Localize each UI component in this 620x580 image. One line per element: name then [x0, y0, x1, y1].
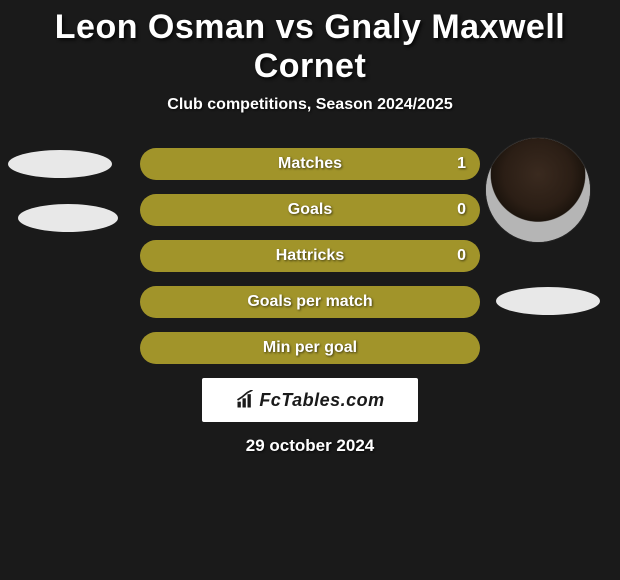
left-player-ellipse-2 — [18, 204, 118, 232]
stat-bar-track — [140, 332, 480, 364]
stat-bar-left — [140, 286, 310, 318]
stat-bar-left — [140, 332, 310, 364]
comparison-arena: Matches1 Goals0 Hattricks0 Goals per match M… — [0, 144, 620, 364]
stat-bar-track — [140, 240, 480, 272]
avatar-circle — [486, 138, 590, 242]
stat-bar-row: Hattricks0 — [140, 240, 480, 272]
stat-bar-value: 1 — [457, 148, 466, 180]
stat-bar-row: Goals per match — [140, 286, 480, 318]
stat-bar-value: 0 — [457, 240, 466, 272]
avatar-image — [486, 138, 590, 242]
stat-bar-left — [140, 240, 310, 272]
stat-bar-right — [310, 286, 480, 318]
stat-bar-left — [140, 194, 310, 226]
stat-bar-right — [310, 240, 480, 272]
page-subtitle: Club competitions, Season 2024/2025 — [0, 96, 620, 114]
stat-bar-track — [140, 194, 480, 226]
brand-chart-icon — [235, 390, 255, 410]
brand-badge: FcTables.com — [202, 378, 418, 422]
stat-bar-right — [310, 194, 480, 226]
stat-bar-track — [140, 148, 480, 180]
stat-bar-track — [140, 286, 480, 318]
page-title: Leon Osman vs Gnaly Maxwell Cornet — [0, 0, 620, 86]
stat-bar-row: Matches1 — [140, 148, 480, 180]
right-player-avatar — [486, 138, 590, 242]
brand-text: FcTables.com — [259, 390, 384, 411]
stat-bar-row: Goals0 — [140, 194, 480, 226]
right-player-ellipse-1 — [496, 287, 600, 315]
stat-bars: Matches1 Goals0 Hattricks0 Goals per match M… — [140, 144, 480, 364]
snapshot-date: 29 october 2024 — [0, 436, 620, 456]
stat-bar-right — [140, 148, 480, 180]
stat-bar-value: 0 — [457, 194, 466, 226]
left-player-ellipse-1 — [8, 150, 112, 178]
stat-bar-row: Min per goal — [140, 332, 480, 364]
stat-bar-right — [310, 332, 480, 364]
